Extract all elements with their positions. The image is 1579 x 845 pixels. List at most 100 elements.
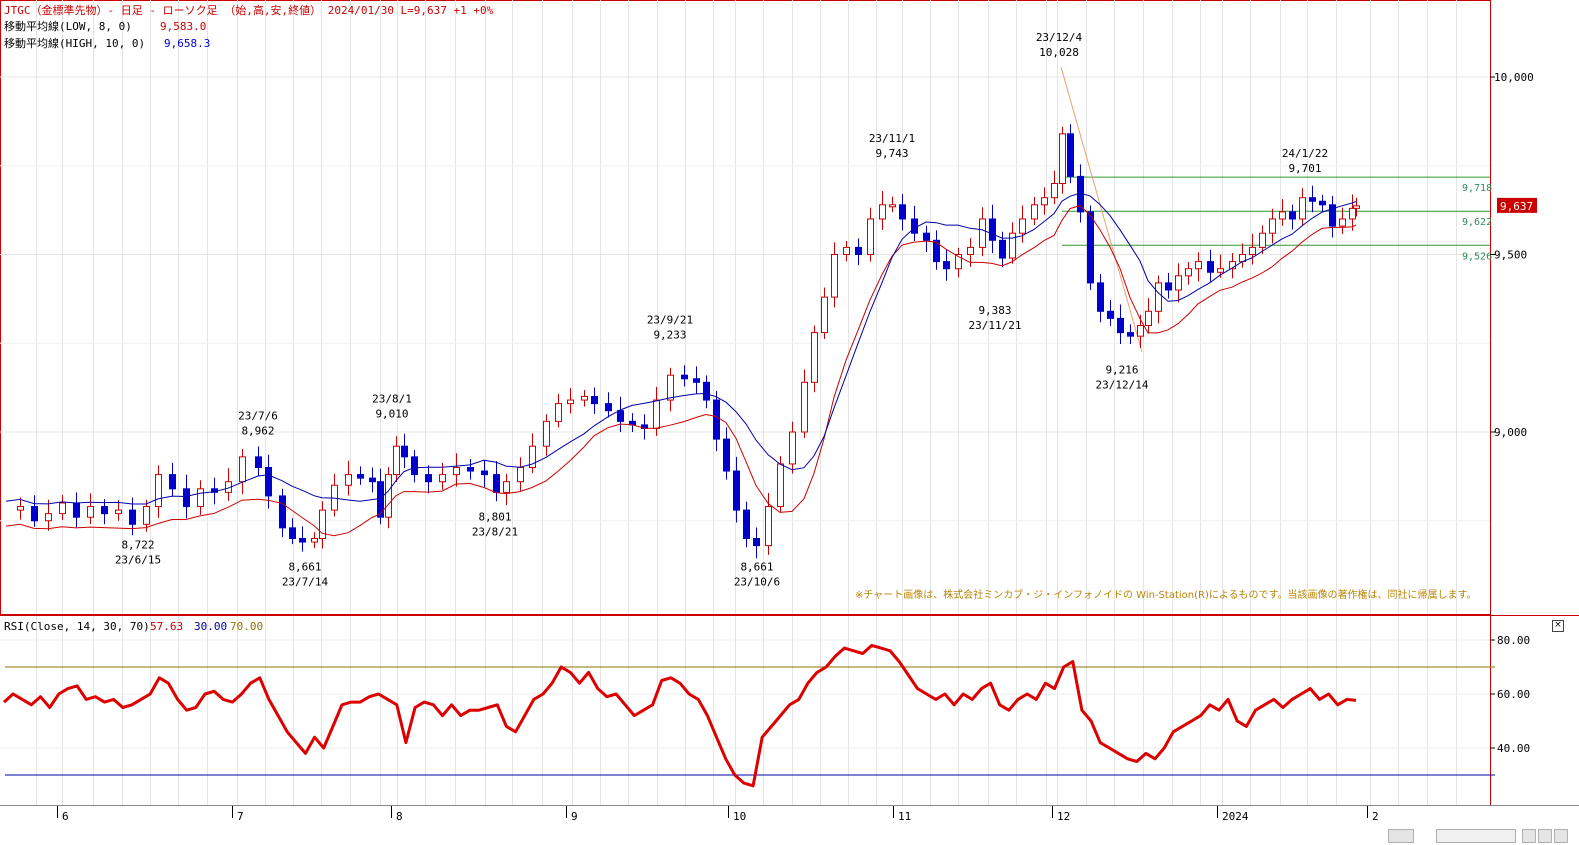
reference-line-label: 9,622 [1462, 217, 1492, 228]
candle-up [543, 420, 550, 447]
annotation-date: 23/7/6 [238, 409, 278, 422]
annotation-date: 23/11/1 [869, 132, 915, 145]
ma-high-value: 9,658.3 [164, 37, 210, 50]
candle-down [169, 474, 176, 490]
axes: 10,000 9,500 9,000 9,637 6 7 8 9 10 11 12 2024 2 [57, 71, 1537, 823]
candlesticks [17, 124, 1360, 559]
annotation-price: 9,701 [1288, 162, 1321, 175]
rsi-tick-label: 60.00 [1497, 688, 1530, 701]
rsi-high-value: 70.00 [230, 620, 263, 633]
candle-down [1207, 261, 1214, 273]
candle-up [879, 204, 886, 220]
candle-down [369, 477, 376, 483]
candle-down [255, 456, 262, 469]
ma-low-value: 9,583.0 [160, 20, 206, 33]
candle-up [581, 396, 588, 401]
zoom-slider[interactable] [1436, 829, 1516, 843]
candle-up [345, 474, 352, 486]
annotation-date: 24/1/22 [1282, 147, 1328, 160]
candle-down [723, 438, 730, 472]
candle-down [911, 218, 918, 234]
candle-up [667, 374, 674, 401]
candle-down [101, 506, 108, 515]
month-label: 7 [237, 810, 244, 823]
zoom-out-button[interactable] [1538, 829, 1552, 843]
close-icon[interactable]: × [1552, 620, 1564, 632]
candle-down [591, 396, 598, 405]
candle-up [1145, 310, 1152, 326]
annotation-date: 23/12/4 [1036, 31, 1083, 44]
annotation-date: 23/7/14 [282, 575, 329, 588]
candle-down [467, 467, 474, 472]
annotation-price: 9,010 [375, 407, 408, 420]
month-label: 2024 [1222, 810, 1249, 823]
candle-down [605, 403, 612, 412]
candle-up [653, 399, 660, 429]
rsi-panel: 80.00 60.00 40.00 [0, 634, 1530, 788]
candle-down [989, 218, 996, 241]
candle-up [979, 218, 986, 248]
candle-down [1127, 332, 1134, 337]
candle-up [529, 445, 536, 469]
candle-up [1259, 232, 1266, 248]
candle-down [753, 538, 760, 547]
ma-low-label: 移動平均線(LOW, 8, 0) [4, 19, 132, 33]
annotation-date: 23/8/1 [372, 392, 412, 405]
candle-up [1019, 218, 1026, 234]
candle-up [143, 506, 150, 525]
candle-down [493, 474, 500, 493]
scroll-left-button[interactable] [1388, 829, 1414, 843]
candle-up [1059, 133, 1066, 185]
candle-down [357, 474, 364, 479]
annotation-date: 23/8/21 [472, 526, 518, 539]
candle-up [967, 246, 974, 255]
candle-down [1097, 282, 1104, 312]
candle-up [1031, 204, 1038, 220]
candle-up [59, 502, 66, 515]
last-price-label: 9,637 [1500, 200, 1533, 213]
candle-down [31, 506, 38, 522]
month-label: 11 [898, 810, 911, 823]
rsi-low-value: 30.00 [194, 620, 227, 633]
candle-down [1067, 133, 1074, 177]
candle-down [733, 470, 740, 511]
month-label: 10 [733, 810, 746, 823]
candle-down [999, 239, 1006, 259]
fit-button[interactable] [1554, 829, 1568, 843]
candle-up [393, 445, 400, 476]
candle-down [713, 399, 720, 440]
candle-down [299, 538, 306, 543]
candle-up [439, 474, 446, 483]
candle-up [1041, 197, 1048, 206]
rsi-tick-label: 80.00 [1497, 634, 1530, 647]
candle-up [1217, 268, 1224, 273]
candle-up [777, 463, 784, 508]
rsi-value: 57.63 [150, 620, 183, 633]
candle-down [129, 509, 136, 525]
candle-down [425, 474, 432, 483]
candle-up [1229, 261, 1236, 270]
candle-up [1185, 268, 1192, 277]
candle-down [1329, 204, 1336, 227]
candle-up [567, 399, 574, 405]
candle-up [1175, 275, 1182, 291]
reference-lines: 9,718 9,622 9,526 [1062, 176, 1492, 262]
candle-up [555, 403, 562, 422]
candle-down [743, 509, 750, 540]
candle-up [1349, 207, 1356, 220]
candle-up [801, 381, 808, 433]
grid-lines [0, 0, 1579, 806]
candle-up [1137, 325, 1144, 337]
zoom-in-button[interactable] [1522, 829, 1536, 843]
price-annotations: 8,722 23/6/15 23/7/6 8,962 8,661 23/7/14 23/8/… [115, 31, 1328, 588]
candle-down [73, 502, 80, 518]
candle-down [693, 378, 700, 383]
candle-down [1107, 310, 1114, 319]
candle-down [1289, 211, 1296, 220]
candle-down [681, 374, 688, 380]
candle-down [481, 470, 488, 476]
annotation-date: 23/6/15 [115, 554, 161, 567]
ma-high-label: 移動平均線(HIGH, 10, 0) [4, 36, 145, 50]
last-price-box [1497, 197, 1537, 213]
annotation-price: 9,216 [1105, 363, 1138, 376]
